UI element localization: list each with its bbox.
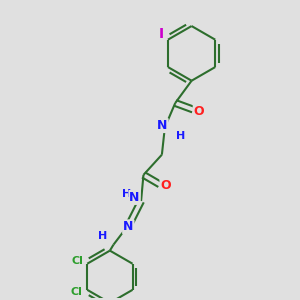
Text: N: N	[129, 191, 140, 204]
Text: N: N	[123, 220, 134, 233]
Text: H: H	[176, 131, 185, 141]
Text: O: O	[160, 179, 171, 192]
Text: N: N	[157, 119, 168, 132]
Text: I: I	[159, 27, 164, 41]
Text: O: O	[194, 104, 204, 118]
Text: H: H	[122, 190, 131, 200]
Text: Cl: Cl	[71, 287, 83, 297]
Text: H: H	[98, 231, 107, 242]
Text: Cl: Cl	[72, 256, 84, 266]
